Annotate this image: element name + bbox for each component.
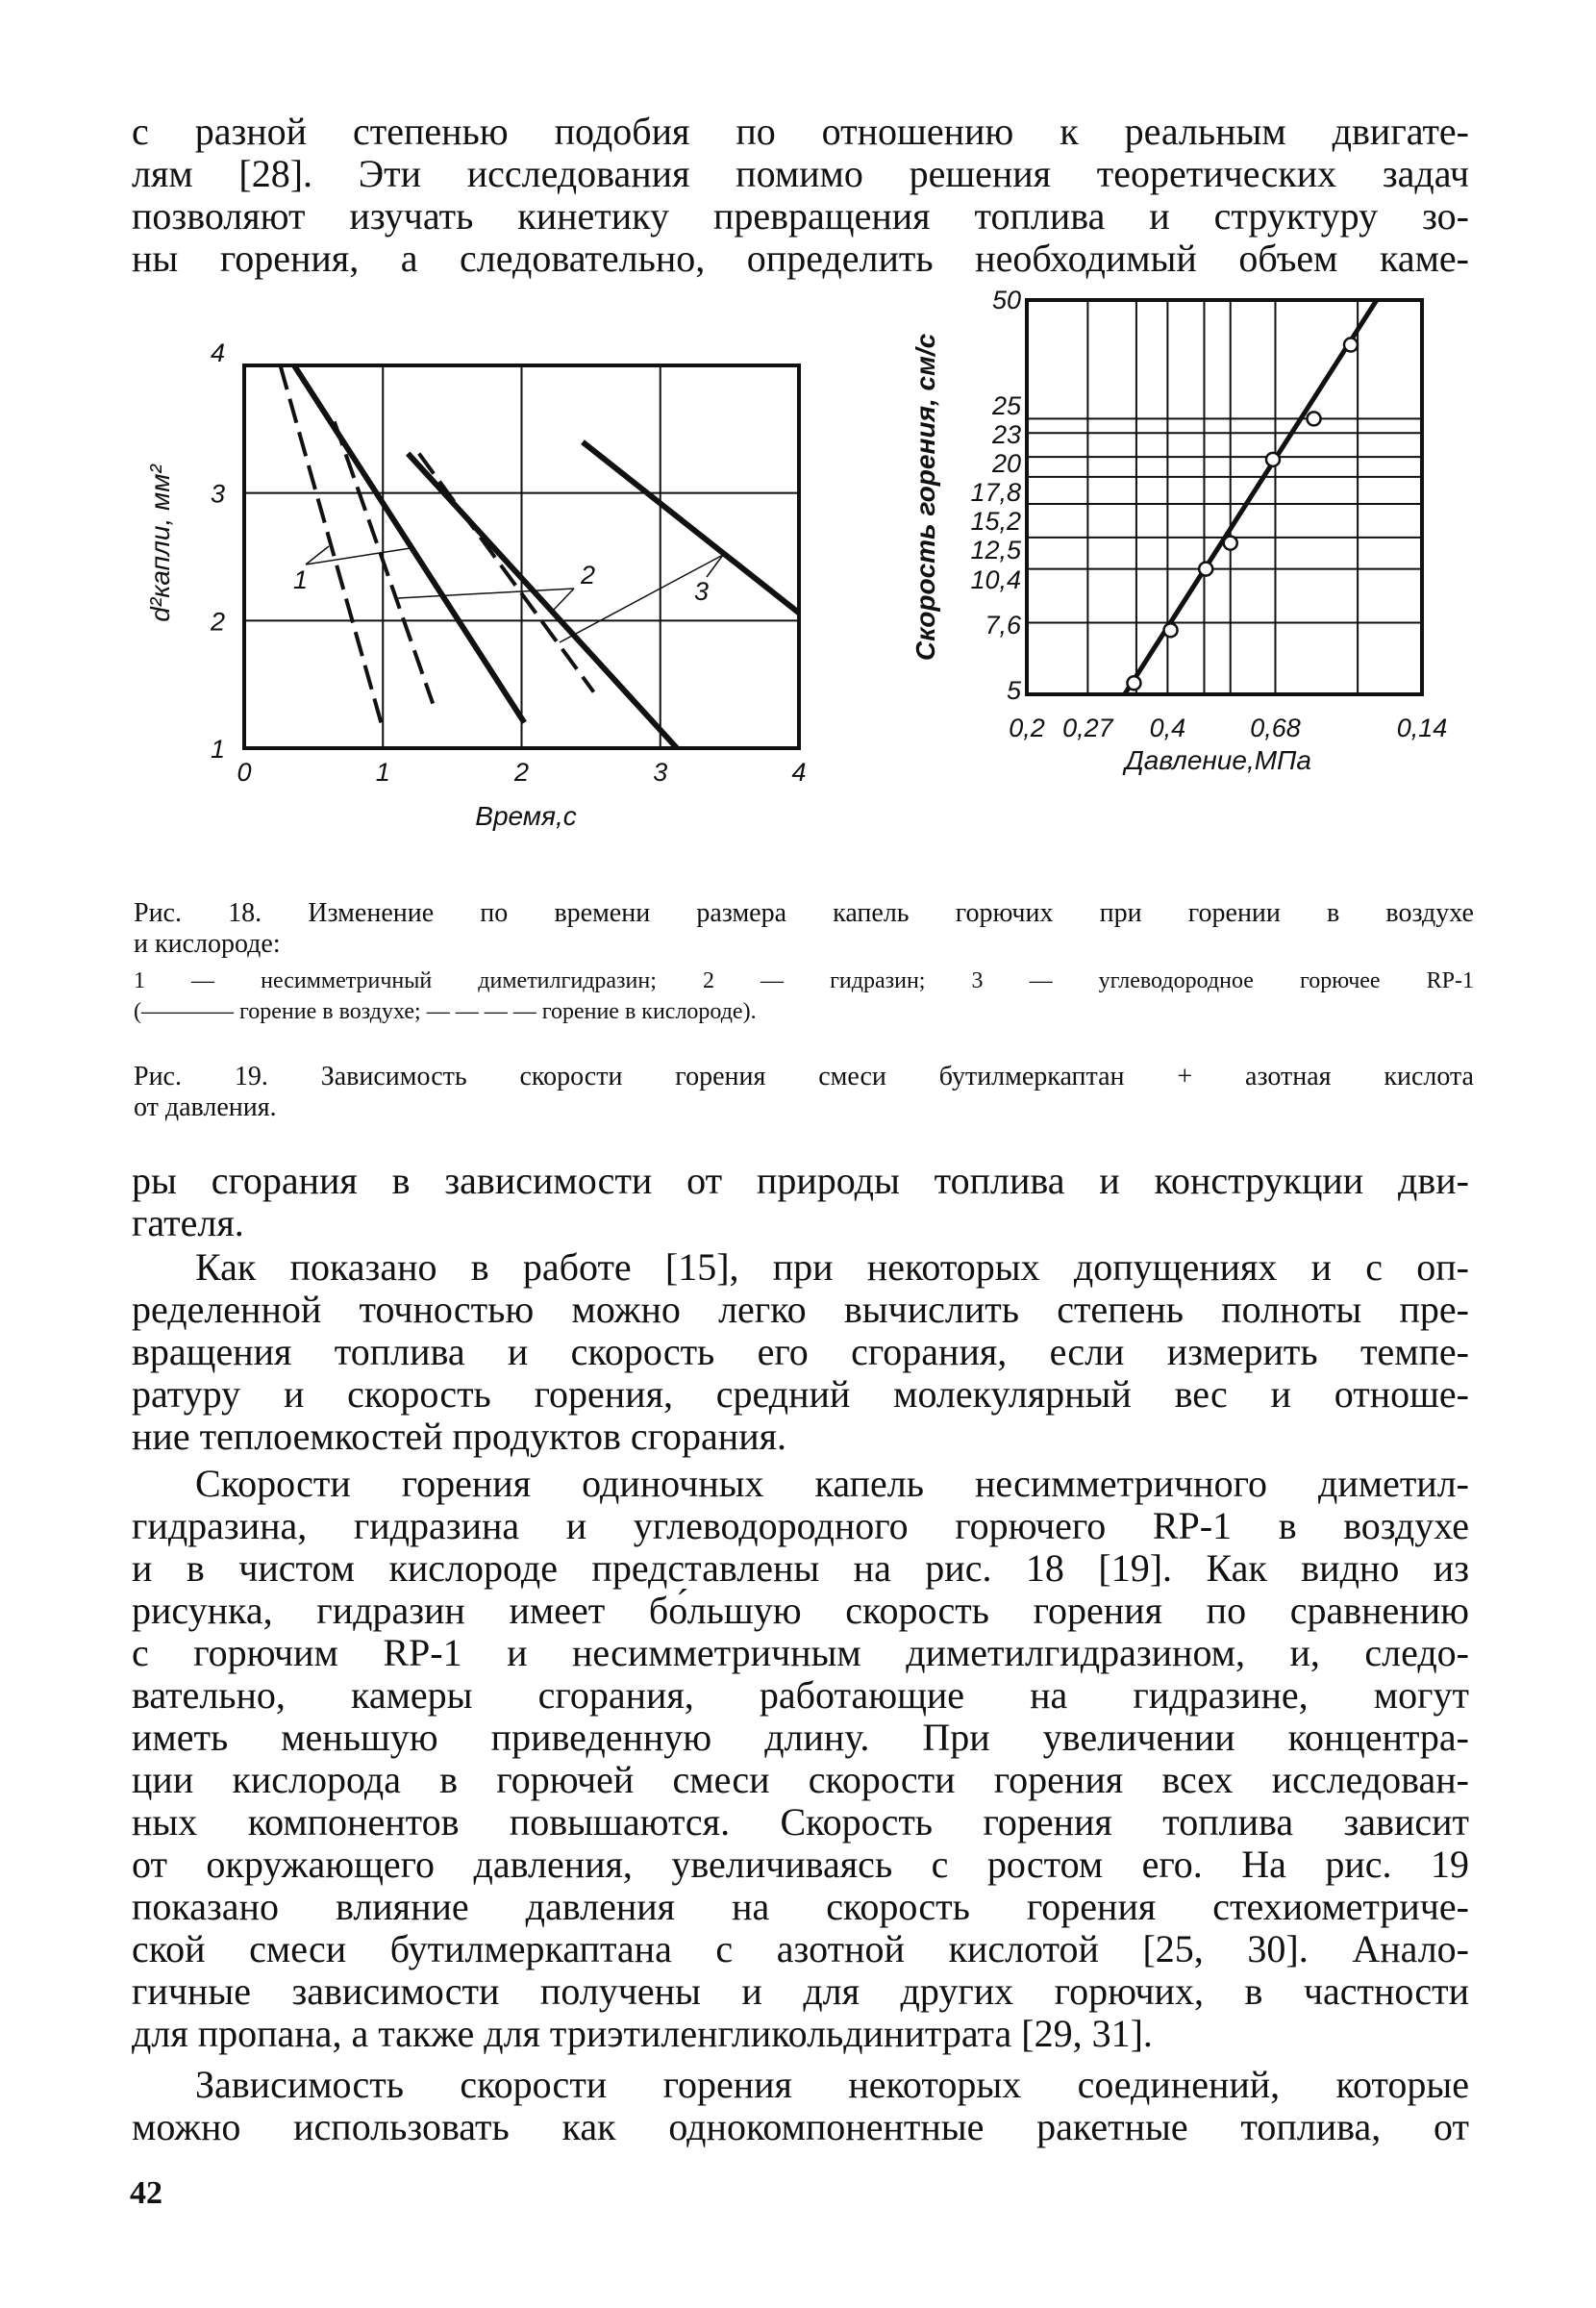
data-point [1197, 561, 1214, 577]
text-line: ны горения, а следовательно, определить … [132, 237, 1469, 280]
paragraph: Скорости горения одиночных капель несимм… [132, 1463, 1469, 2055]
x-tick-label: 2 [513, 758, 529, 787]
leader-line [305, 547, 411, 565]
y-tick-label: 1 [211, 735, 225, 764]
caption-line: и кислороде: [134, 929, 281, 959]
y-tick-label: 3 [211, 480, 225, 509]
leader-line [552, 588, 575, 612]
text-line: ние теплоемкостей продуктов сгорания. [132, 1415, 786, 1458]
text-line: ры сгорания в зависимости от природы топ… [132, 1159, 1469, 1202]
text-line: от окружающего давления, увеличиваясь с … [132, 1843, 1469, 1886]
text-line: лям [28]. Эти исследования помимо решени… [132, 152, 1469, 195]
text-line: Как показано в работе [15], при некоторы… [195, 1245, 1469, 1289]
x-tick-label: 0 [237, 758, 251, 787]
plot-frame [1025, 298, 1424, 696]
y-tick-label: 17,8 [970, 478, 1021, 507]
y-tick-label: 23 [991, 420, 1021, 449]
series-line-3-air [581, 439, 801, 615]
y-tick-label: 5 [1007, 676, 1022, 705]
text-line: гичные зависимости получены и для других… [132, 1969, 1469, 2013]
leader-line [559, 554, 724, 643]
text-line: Зависимость скорости горения некоторых с… [195, 2063, 1469, 2106]
fit-line [1122, 298, 1379, 697]
y-tick-label: 20 [991, 449, 1021, 478]
data-point [1126, 675, 1142, 691]
caption-legend: (———— горение в воздухе; — — — — горение… [134, 999, 757, 1024]
y-tick-label: 10,4 [970, 565, 1021, 594]
paragraph: ры сгорания в зависимости от природы топ… [132, 1160, 1469, 1244]
text-line: Скорости горения одиночных капель несимм… [195, 1462, 1469, 1505]
data-point [1162, 622, 1179, 639]
page-number: 42 [130, 2175, 162, 2211]
y-tick-label: 2 [210, 607, 225, 636]
x-tick-label: 3 [653, 758, 667, 787]
x-tick-label: 0,68 [1250, 714, 1301, 742]
data-point [1264, 451, 1282, 468]
y-tick-label: 15,2 [970, 507, 1021, 536]
figure-19-caption: Рис. 19. Зависимость скорости горения см… [134, 1062, 1474, 1123]
y-tick-label: 50 [992, 286, 1021, 314]
y-tick-label: 12,5 [970, 536, 1022, 564]
x-axis-label: Давление,МПа [1122, 745, 1311, 775]
text-line: вращения топлива и скорость его сгорания… [132, 1330, 1469, 1373]
text-line: можно использовать как однокомпонентные … [132, 2105, 1469, 2148]
x-tick-label: 0,4 [1150, 714, 1186, 742]
text-line: для пропана, а также для триэтиленгликол… [132, 2012, 1153, 2055]
text-line: ределенной точностью можно легко вычисли… [132, 1288, 1469, 1331]
text-line: показано влияние давления на скорость го… [132, 1885, 1469, 1928]
y-axis-label: d²капли, мм² [145, 464, 175, 622]
x-tick-label: 0,2 [1009, 714, 1045, 742]
text-line: с разной степенью подобия по отношению к… [132, 110, 1469, 153]
y-tick-label: 4 [211, 339, 225, 367]
text-line: гателя. [132, 1201, 244, 1244]
y-tick-label: 7,6 [985, 611, 1022, 640]
caption-line: Рис. 18. Изменение по времени размера ка… [134, 898, 1474, 928]
y-tick-label: 25 [991, 391, 1022, 420]
data-point [1342, 337, 1359, 353]
text-line: ратуру и скорость горения, средний молек… [132, 1372, 1469, 1416]
text-line: ных компонентов повышаются. Скорость гор… [132, 1800, 1469, 1844]
plot-frame [242, 364, 801, 750]
text-line: иметь меньшую приведенную длину. При уве… [132, 1716, 1469, 1759]
x-tick-label: 4 [791, 758, 806, 787]
curve-label: 3 [694, 577, 709, 606]
series-line-1-oxygen [278, 364, 386, 730]
data-point [1222, 535, 1238, 551]
text-line: позволяют изучать кинетику превращения т… [132, 194, 1469, 238]
paragraph: Зависимость скорости горения некоторых с… [132, 2064, 1469, 2148]
paragraph: Как показано в работе [15], при некоторы… [132, 1246, 1469, 1458]
x-axis-label: Время,с [475, 801, 576, 831]
caption-legend: 1 — несимметричный диметилгидразин; 2 — … [134, 968, 1474, 993]
x-tick-label: 0,14 [1397, 714, 1448, 742]
text-line: гидразина, гидразина и углеводородного г… [132, 1504, 1469, 1547]
series-line-3-oxygen [417, 452, 596, 693]
text-line: ской смеси бутилмеркаптана с азотной кис… [132, 1927, 1469, 1970]
leader-line [706, 554, 724, 578]
curve-label: 1 [293, 565, 308, 594]
series-line-1-air [291, 364, 527, 725]
text-line: с горючим RP-1 и несимметричным диметилг… [132, 1631, 1469, 1674]
text-line: ции кислорода в горючей смеси скорости г… [132, 1758, 1469, 1801]
x-tick-label: 1 [376, 758, 390, 787]
text-line: вательно, камеры сгорания, работающие на… [132, 1673, 1469, 1717]
x-tick-label: 0,27 [1062, 714, 1114, 742]
text-line: рисунка, гидразин имеет бо́льшую скорост… [132, 1589, 1469, 1632]
leader-line [397, 588, 575, 599]
y-axis-label: Скорость горения, см/с [910, 333, 940, 661]
caption-line: Рис. 19. Зависимость скорости горения см… [134, 1062, 1474, 1091]
figure-18-caption: Рис. 18. Изменение по времени размера ка… [134, 898, 1474, 1027]
curve-label: 2 [580, 561, 595, 590]
leader-line [305, 545, 330, 565]
caption-line: от давления. [134, 1092, 277, 1122]
series-line-2-oxygen [332, 420, 436, 705]
text-line: и в чистом кислороде представлены на рис… [132, 1546, 1469, 1590]
data-point [1306, 411, 1322, 427]
top-paragraph: с разной степенью подобия по отношению к… [132, 111, 1469, 280]
